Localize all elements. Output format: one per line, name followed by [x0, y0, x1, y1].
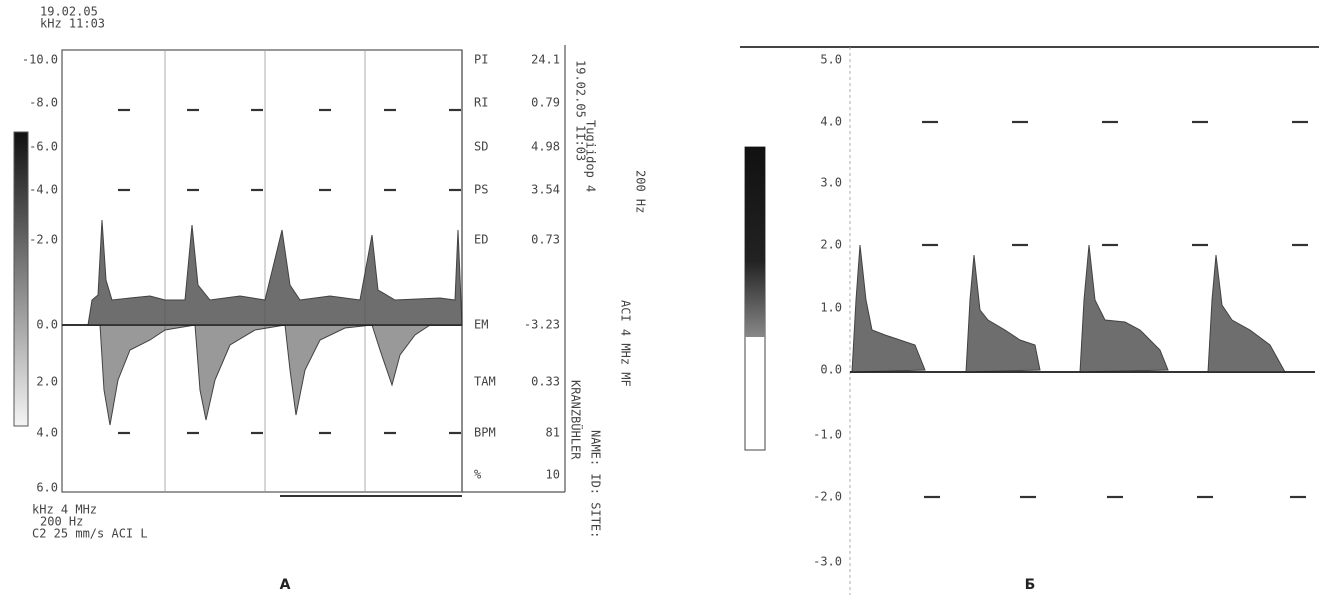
y-tick-label: 3.0 [820, 176, 842, 190]
measurement-label: TAM [474, 375, 496, 389]
measurement-value: 3.54 [531, 183, 560, 197]
panel-b: Б [740, 46, 1319, 595]
measurement-label: PI [474, 53, 488, 67]
spectrum-waveform [851, 244, 1286, 373]
y-tick-label: -2.0 [29, 233, 58, 247]
footer-text: kHz 4 MHz [32, 503, 97, 517]
measurement-value: 0.33 [531, 375, 560, 389]
header-text: kHz 11:03 [40, 17, 105, 31]
measurement-label: SD [474, 140, 488, 154]
y-tick-label: 5.0 [820, 53, 842, 67]
caption: Б [1025, 577, 1036, 593]
measurement-label: PS [474, 183, 488, 197]
measurement-value: 10 [546, 468, 560, 482]
header-text: 19.02.05 [40, 5, 98, 19]
measurement-label: RI [474, 96, 488, 110]
footer-text: 200 Hz [40, 515, 83, 529]
measurement-label: BPM [474, 426, 496, 440]
color-bar-fill [745, 147, 765, 337]
side-text: 19.02.05 11:03 [574, 60, 588, 161]
panel-a: А [13, 45, 566, 593]
side-text: Tugiidop 4 [584, 120, 598, 192]
color-bar [13, 131, 29, 427]
footer-text: C2 25 mm/s ACI L [32, 527, 148, 541]
spectrum-waveform [87, 219, 463, 326]
side-text: ACI 4 MHz MF [619, 300, 633, 387]
measurement-value: 0.73 [531, 233, 560, 247]
y-tick-label: -4.0 [29, 183, 58, 197]
y-tick-label: 2.0 [820, 238, 842, 252]
measurement-label: ED [474, 233, 488, 247]
caption: А [280, 577, 291, 593]
y-tick-label: 4.0 [820, 115, 842, 129]
measurement-value: 0.79 [531, 96, 560, 110]
y-tick-label: 0.0 [36, 318, 58, 332]
measurement-value: 4.98 [531, 140, 560, 154]
y-tick-label: -1.0 [813, 428, 842, 442]
y-tick-label: 4.0 [36, 426, 58, 440]
measurement-label: % [474, 468, 482, 482]
y-tick-label: -3.0 [813, 555, 842, 569]
side-text: NAME: ID: SITE: [589, 430, 603, 538]
y-tick-label: -2.0 [813, 490, 842, 504]
side-text: KRANZBÜHLER [569, 380, 585, 460]
y-tick-label: 0.0 [820, 363, 842, 377]
y-tick-label: -6.0 [29, 140, 58, 154]
y-tick-label: -10.0 [22, 53, 58, 67]
measurement-value: 81 [546, 426, 560, 440]
measurement-label: EM [474, 318, 488, 332]
spectrum-waveform [99, 324, 432, 426]
y-tick-label: 1.0 [820, 301, 842, 315]
plot-frame [61, 49, 463, 493]
y-tick-label: -8.0 [29, 96, 58, 110]
measurement-value: 24.1 [531, 53, 560, 67]
measurement-value: -3.23 [524, 318, 560, 332]
y-tick-label: 6.0 [36, 481, 58, 495]
side-text: 200 Hz [634, 170, 648, 213]
y-tick-label: 2.0 [36, 375, 58, 389]
